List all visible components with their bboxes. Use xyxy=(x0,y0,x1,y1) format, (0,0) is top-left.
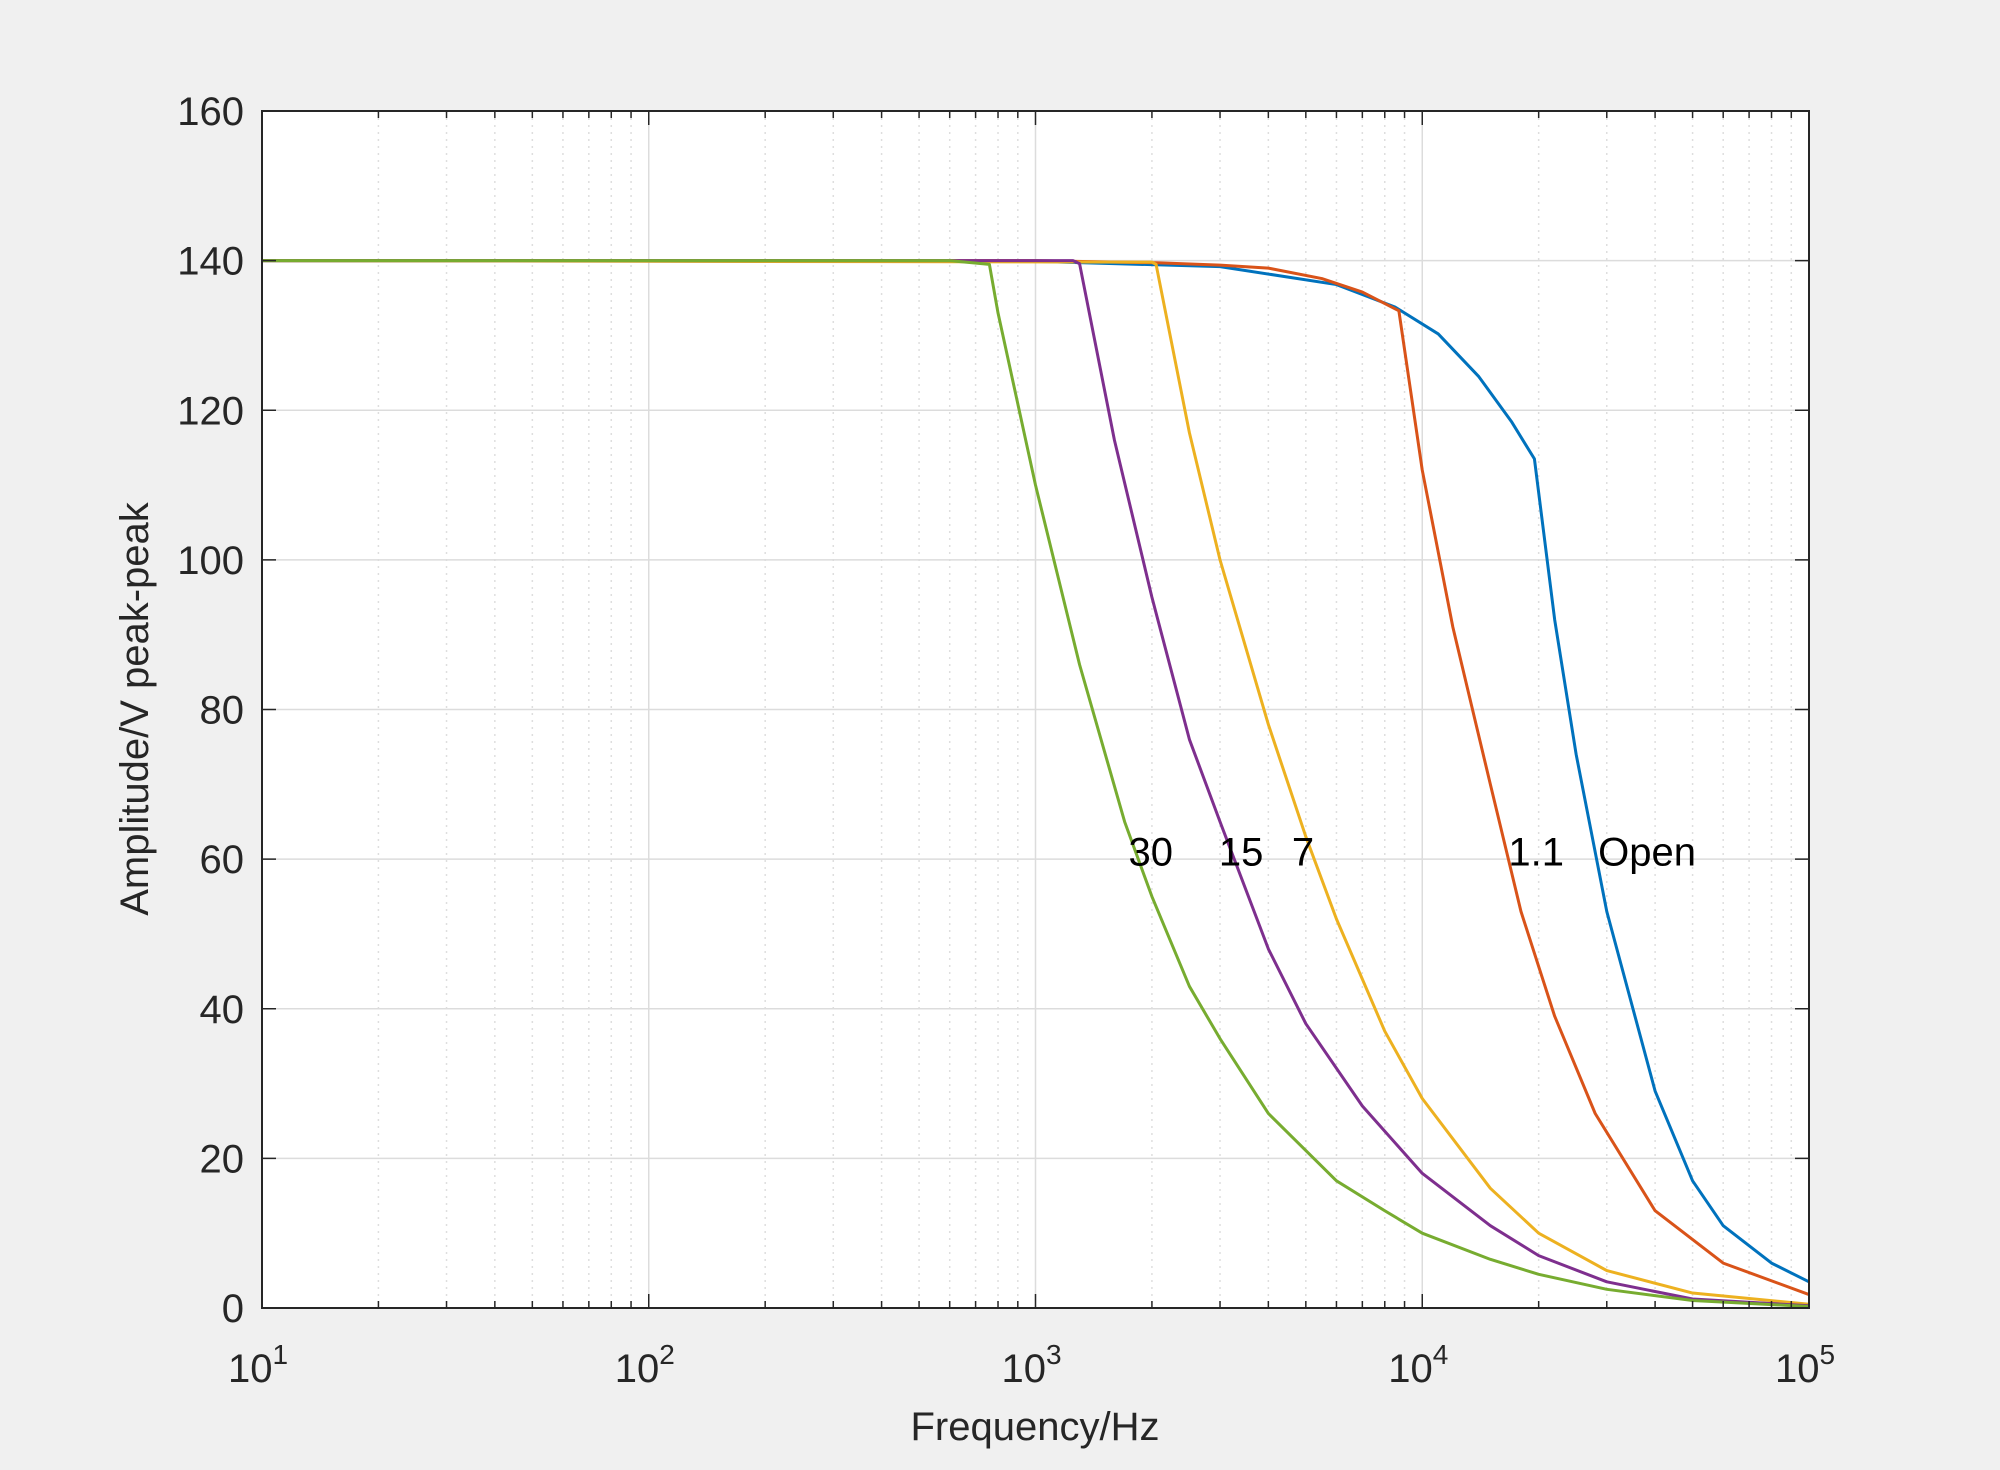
y-tick-label: 120 xyxy=(177,389,244,433)
y-tick-label: 140 xyxy=(177,240,244,284)
y-tick-label: 0 xyxy=(222,1287,244,1331)
curve-label: 30 xyxy=(1129,831,1174,875)
x-axis-label: Frequency/Hz xyxy=(911,1405,1160,1449)
x-tick-label: 101 xyxy=(228,1339,288,1391)
y-tick-label: 80 xyxy=(200,689,245,733)
y-axis-label: Amplitude/V peak-peak xyxy=(113,501,157,916)
ticks-layer xyxy=(261,110,1810,1309)
y-tick-label: 60 xyxy=(200,838,245,882)
curve-label: 1.1 xyxy=(1508,831,1564,875)
x-tick-label: 105 xyxy=(1775,1339,1835,1391)
curve-label: Open xyxy=(1598,831,1696,875)
curve-label: 15 xyxy=(1219,831,1264,875)
y-tick-labels: 0 20 40 60 80 100 120 140 160 xyxy=(177,90,244,1331)
y-tick-label: 160 xyxy=(177,90,244,134)
x-tick-label: 102 xyxy=(615,1339,675,1391)
series-layer xyxy=(261,259,1810,1308)
y-tick-label: 100 xyxy=(177,539,244,583)
series-line-3 xyxy=(261,259,1810,1306)
series-line-5 xyxy=(262,259,1810,1308)
x-tick-labels: 101 102 103 104 105 xyxy=(228,1339,1835,1391)
x-tick-label: 104 xyxy=(1388,1339,1448,1391)
annotations: 30 15 7 1.1 Open xyxy=(1129,831,1696,875)
series-line-4 xyxy=(262,259,1810,1308)
y-tick-label: 20 xyxy=(200,1137,245,1181)
series-line-1 xyxy=(261,259,1810,1284)
series-line-2 xyxy=(262,259,1810,1296)
curve-label: 7 xyxy=(1292,831,1314,875)
x-tick-label: 103 xyxy=(1001,1339,1061,1391)
y-tick-label: 40 xyxy=(200,988,245,1032)
